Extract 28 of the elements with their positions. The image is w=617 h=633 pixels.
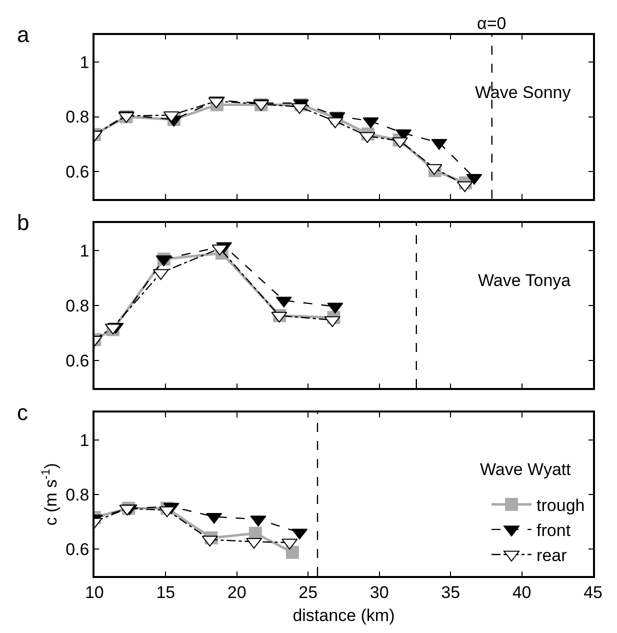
x-tick-label: 20 xyxy=(227,583,246,602)
x-tick-label: 40 xyxy=(512,583,532,602)
x-tick-label: 30 xyxy=(370,583,389,602)
y-tick-label: 0.8 xyxy=(66,108,90,127)
text: c xyxy=(17,400,28,425)
y-tick-label: 1 xyxy=(80,241,90,260)
y-tick-label: 0.6 xyxy=(66,162,90,182)
legend-label: front xyxy=(536,521,571,540)
x-tick-label: 35 xyxy=(441,583,460,602)
y-tick-label: 1 xyxy=(80,53,90,72)
text: a xyxy=(17,22,30,47)
x-axis-title: distance (km) xyxy=(292,606,395,626)
legend-label: trough xyxy=(536,496,585,515)
annotation: Wave Sonny xyxy=(475,83,572,102)
annotation: Wave Wyatt xyxy=(480,460,572,479)
x-tick-label: 15 xyxy=(156,583,176,602)
x-tick-label: 10 xyxy=(84,583,104,602)
legend-label: rear xyxy=(536,546,568,566)
annotation: Wave Tonya xyxy=(478,271,572,290)
y-tick-label: 0.6 xyxy=(66,351,90,370)
text: b xyxy=(17,210,30,235)
y-tick-label: 1 xyxy=(80,430,90,450)
y-tick-label: 0.6 xyxy=(66,540,90,559)
y-tick-label: 0.8 xyxy=(66,296,90,316)
x-tick-label: 25 xyxy=(298,583,318,602)
x-tick-label: 45 xyxy=(584,583,602,602)
y-tick-label: 0.8 xyxy=(66,485,90,504)
text: α=0 xyxy=(477,14,506,33)
